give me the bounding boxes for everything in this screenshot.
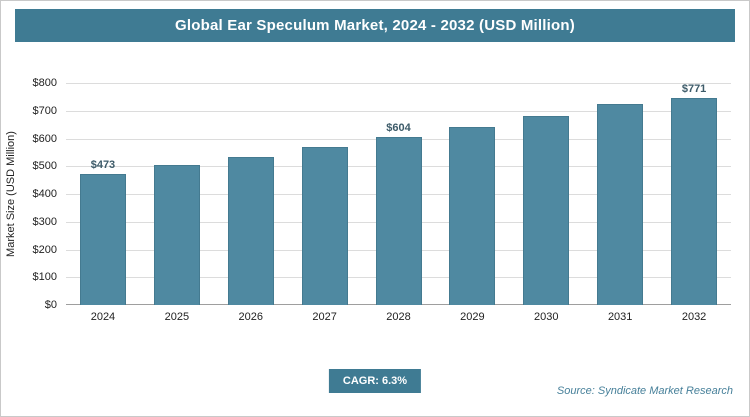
bar-2029 [449, 127, 496, 305]
x-axis-ticks: 2024 2025 2026 2027 2028 2029 2030 2031 2032 [66, 311, 731, 323]
bar-column: $771 [657, 83, 731, 305]
x-tick-label: 2030 [534, 311, 559, 323]
bar-value-label: $604 [386, 122, 411, 135]
bar-value-label: $473 [90, 158, 116, 171]
bar-2031 [597, 103, 644, 305]
y-axis-title-wrap: Market Size (USD Million) [3, 83, 19, 305]
bar-column [509, 83, 583, 305]
bar-2028 [375, 137, 422, 305]
bar-2026 [227, 156, 274, 305]
bar-2032 [671, 98, 718, 305]
cagr-badge: CAGR: 6.3% [328, 369, 422, 393]
x-tick-label: 2028 [386, 311, 411, 323]
source-text: Source: Syndicate Market Research [556, 385, 733, 397]
bar-2030 [523, 115, 570, 305]
bar-column [435, 83, 509, 305]
x-tick-label: 2026 [238, 311, 263, 323]
bar-2027 [301, 147, 348, 305]
y-tick-label: $400 [32, 188, 57, 200]
x-tick-label: 2024 [90, 311, 116, 323]
bar-column: $473 [66, 83, 140, 305]
chart-title: Global Ear Speculum Market, 2024 - 2032 … [175, 17, 575, 34]
x-tick-label: 2032 [681, 311, 707, 323]
bar-column [140, 83, 214, 305]
bar-value-label: $771 [681, 83, 707, 95]
y-tick-label: $200 [32, 243, 57, 256]
y-tick-label: $100 [32, 271, 57, 284]
y-tick-label: $600 [32, 132, 57, 145]
chart-title-bar: Global Ear Speculum Market, 2024 - 2032 … [15, 9, 735, 42]
y-axis-title: Market Size (USD Million) [5, 131, 18, 257]
gridline [66, 110, 731, 112]
bar-column: $604 [362, 83, 436, 305]
y-tick-label: $500 [32, 160, 57, 173]
y-axis-ticks: $0 $100 $200 $300 $400 $500 $600 $700 $800 [19, 77, 61, 311]
x-tick-label: 2029 [460, 311, 485, 323]
bar-column [214, 83, 288, 305]
plot-area: $473 $604 $771 [66, 83, 731, 305]
bar-column [288, 83, 362, 305]
bars-container: $473 $604 $771 [66, 83, 731, 305]
gridline [66, 83, 731, 84]
x-tick-label: 2025 [164, 311, 190, 323]
y-tick-label: $700 [32, 104, 57, 117]
bar-2025 [153, 165, 200, 305]
y-tick-label: $800 [32, 77, 57, 89]
x-tick-label: 2027 [312, 311, 337, 323]
bar-2024 [79, 173, 126, 305]
y-tick-label: $0 [44, 299, 57, 311]
bar-column [583, 83, 657, 305]
x-tick-label: 2031 [607, 311, 633, 323]
y-tick-label: $300 [32, 215, 57, 228]
